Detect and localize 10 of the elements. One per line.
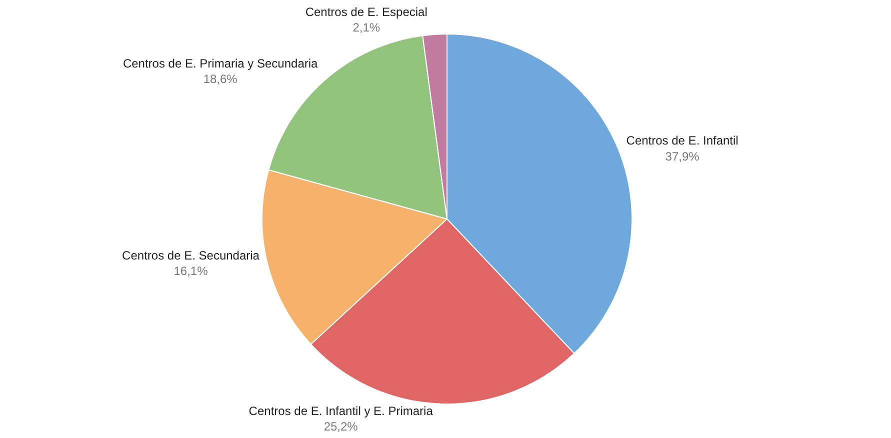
data-label: 2,1% — [352, 20, 380, 34]
data-label: 25,2% — [324, 419, 358, 434]
slice-label: Centros de E. Infantil — [626, 134, 738, 148]
slice-label: Centros de E. Primaria y Secundaria — [122, 56, 318, 70]
data-label: 37,9% — [665, 149, 700, 164]
slice-label: Centros de E. Infantil y E. Primaria — [248, 404, 434, 418]
slice-label: Centros de E. Especial — [305, 4, 428, 19]
data-label: 18,6% — [203, 72, 238, 86]
data-label: 16,1% — [174, 264, 208, 278]
slice-label: Centros de E. Secundaria — [122, 248, 260, 263]
